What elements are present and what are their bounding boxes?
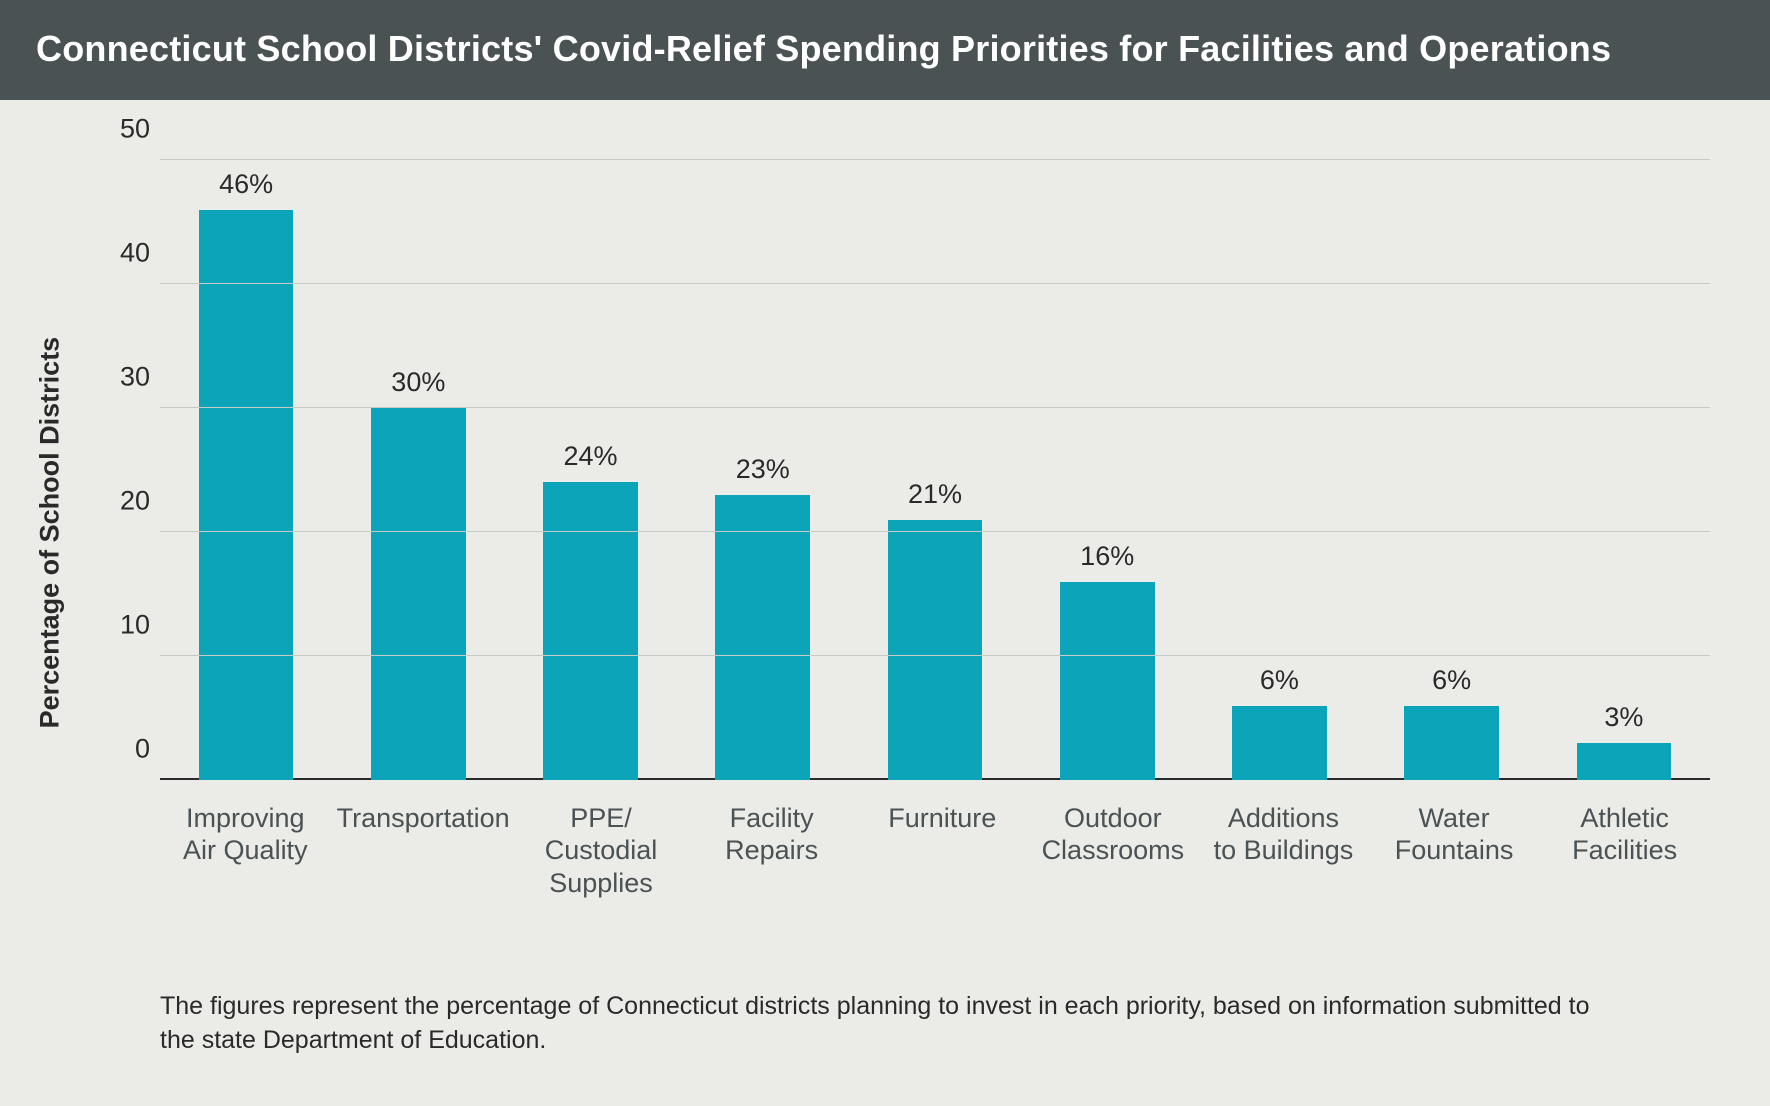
bar-value-label: 24% bbox=[564, 441, 618, 472]
x-tick-label: Transportation bbox=[331, 790, 516, 930]
bar-slot: 3% bbox=[1538, 160, 1710, 780]
bar-slot: 24% bbox=[504, 160, 676, 780]
bar-value-label: 16% bbox=[1080, 541, 1134, 572]
x-axis-labels: ImprovingAir QualityTransportationPPE/Cu… bbox=[160, 790, 1710, 930]
bar: 16% bbox=[1060, 582, 1155, 780]
bar-slot: 30% bbox=[332, 160, 504, 780]
y-tick-label: 40 bbox=[110, 238, 150, 269]
y-tick-label: 20 bbox=[110, 486, 150, 517]
bar-slot: 16% bbox=[1021, 160, 1193, 780]
x-tick-label: WaterFountains bbox=[1369, 790, 1540, 930]
bar-value-label: 23% bbox=[736, 454, 790, 485]
gridline bbox=[160, 283, 1710, 284]
x-tick-label: ImprovingAir Quality bbox=[160, 790, 331, 930]
x-tick-label: OutdoorClassrooms bbox=[1028, 790, 1199, 930]
gridline bbox=[160, 655, 1710, 656]
bar-value-label: 46% bbox=[219, 169, 273, 200]
bar-slot: 21% bbox=[849, 160, 1021, 780]
x-tick-label: PPE/CustodialSupplies bbox=[516, 790, 687, 930]
gridline bbox=[160, 531, 1710, 532]
bar-value-label: 3% bbox=[1604, 702, 1643, 733]
chart-header: Connecticut School Districts' Covid-Reli… bbox=[0, 0, 1770, 100]
bar-slot: 6% bbox=[1193, 160, 1365, 780]
bar-value-label: 30% bbox=[391, 367, 445, 398]
chart-area: Percentage of School Districts 46%30%24%… bbox=[60, 160, 1710, 930]
bar-value-label: 6% bbox=[1260, 665, 1299, 696]
gridline bbox=[160, 159, 1710, 160]
chart-caption: The figures represent the percentage of … bbox=[160, 990, 1610, 1058]
bar: 30% bbox=[371, 408, 466, 780]
y-tick-label: 50 bbox=[110, 114, 150, 145]
x-tick-label: FacilityRepairs bbox=[686, 790, 857, 930]
bar: 21% bbox=[888, 520, 983, 780]
bar-slot: 46% bbox=[160, 160, 332, 780]
bar-slot: 23% bbox=[677, 160, 849, 780]
x-tick-label: Additionsto Buildings bbox=[1198, 790, 1369, 930]
y-tick-label: 30 bbox=[110, 362, 150, 393]
bar: 23% bbox=[715, 495, 810, 780]
bar: 6% bbox=[1232, 706, 1327, 780]
bar: 6% bbox=[1404, 706, 1499, 780]
bar-value-label: 6% bbox=[1432, 665, 1471, 696]
gridline bbox=[160, 407, 1710, 408]
bar-value-label: 21% bbox=[908, 479, 962, 510]
y-tick-label: 0 bbox=[110, 734, 150, 765]
y-axis-label: Percentage of School Districts bbox=[35, 337, 66, 729]
bars-container: 46% 30% 24% 23% 21% 16% 6% 6% 3% bbox=[160, 160, 1710, 780]
x-tick-label: AthleticFacilities bbox=[1539, 790, 1710, 930]
bar: 24% bbox=[543, 482, 638, 780]
y-tick-label: 10 bbox=[110, 610, 150, 641]
bar: 46% bbox=[199, 210, 294, 780]
x-tick-label: Furniture bbox=[857, 790, 1028, 930]
bar-slot: 6% bbox=[1366, 160, 1538, 780]
bar: 3% bbox=[1577, 743, 1672, 780]
chart-title: Connecticut School Districts' Covid-Reli… bbox=[36, 28, 1734, 70]
plot-area: 46%30%24%23%21%16%6%6%3% 01020304050 bbox=[160, 160, 1710, 780]
